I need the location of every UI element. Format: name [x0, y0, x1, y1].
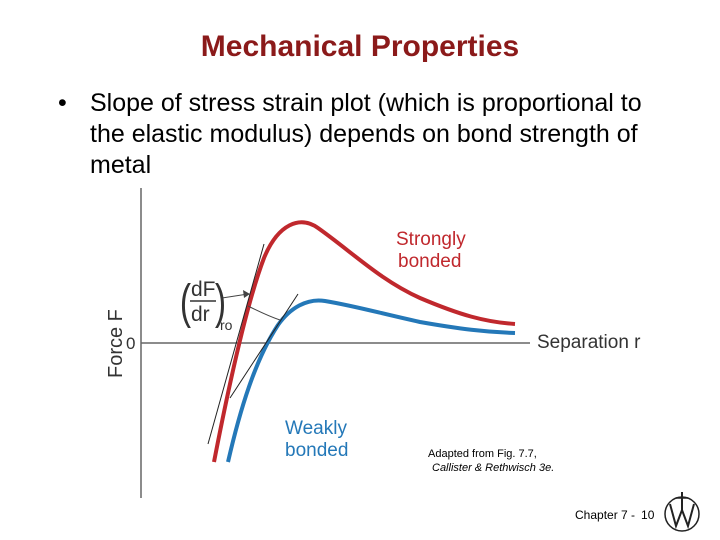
slide-footer: Chapter 7 - 10: [575, 508, 654, 522]
credit-line1: Adapted from Fig. 7.7,: [428, 448, 537, 460]
strong-tangent-line: [207, 243, 265, 445]
page-number: 10: [641, 508, 655, 522]
x-axis-label: Separation r: [537, 332, 641, 353]
weak-bond-curve: [226, 298, 516, 463]
y-axis-label: Force F: [105, 309, 127, 378]
slide-title: Mechanical Properties: [200, 30, 520, 63]
derivative-denominator: dr: [191, 303, 210, 326]
derivative-paren-close: ): [215, 274, 226, 328]
weak-label-line2: bonded: [285, 440, 348, 461]
credit-line2: Callister & Rethwisch 3e.: [432, 462, 555, 474]
strong-label-line1: Strongly: [396, 229, 466, 250]
weak-tangent-line: [229, 293, 299, 399]
strong-label-line2: bonded: [398, 251, 461, 272]
publisher-logo-icon: [664, 492, 700, 532]
bullet-text: Slope of stress strain plot (which is pr…: [90, 89, 642, 179]
derivative-arc: [247, 305, 281, 321]
zero-label: 0: [126, 334, 135, 353]
bullet-point: • Slope of stress strain plot (which is …: [58, 88, 678, 181]
derivative-paren-open: (: [180, 274, 191, 328]
derivative-subscript: ro: [220, 317, 233, 333]
bullet-marker: •: [58, 89, 67, 117]
derivative-arrowhead: [243, 290, 250, 298]
figure-credit: Adapted from Fig. 7.7, Callister & Rethw…: [428, 447, 554, 475]
chapter-label: Chapter 7 -: [575, 508, 636, 522]
derivative-numerator: dF: [191, 278, 216, 301]
weak-label-line1: Weakly: [285, 418, 347, 439]
strong-bond-curve: [212, 220, 516, 463]
